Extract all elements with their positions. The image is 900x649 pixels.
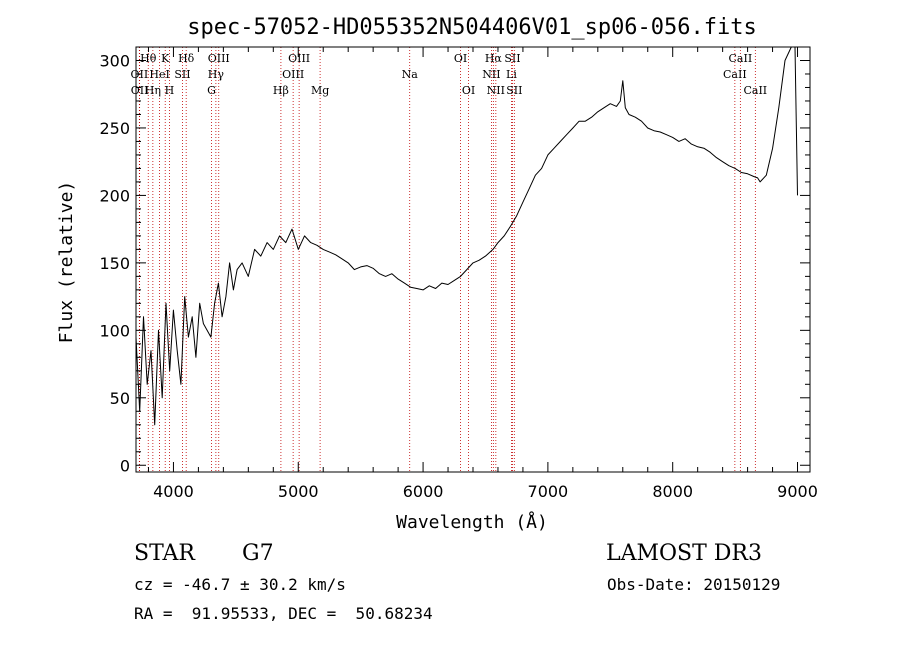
line-label: HeI [149,68,169,81]
line-label: OIII [208,52,230,65]
line-label: Li [506,68,517,81]
x-tick-label: 5000 [278,482,319,501]
line-label: SII [174,68,190,81]
line-label: NII [482,68,500,81]
plot-frame [135,46,811,473]
redshift: cz = -46.7 ± 30.2 km/s [134,575,346,594]
line-label: Na [402,68,419,81]
x-axis-label: Wavelength (Å) [396,511,548,533]
line-label: CaII [743,84,767,97]
line-label: Hβ [273,84,289,97]
line-label: NII [487,84,505,97]
subclass: G7 [242,541,274,566]
y-tick-label: 0 [120,456,130,475]
line-label: OI [454,52,467,65]
line-label: OIII [288,52,310,65]
x-tick-label: 4000 [153,482,194,501]
line-label: H [165,84,175,97]
line-label: OII [131,84,149,97]
coordinates: RA = 91.95533, DEC = 50.68234 [134,604,433,623]
line-label: Mg [311,84,329,97]
y-tick-label: 250 [99,119,130,138]
line-label: G [207,84,216,97]
line-label: SII [504,52,520,65]
line-label: Hγ [208,68,225,81]
y-tick-label: 150 [99,254,130,273]
x-tick-label: 6000 [403,482,444,501]
y-axis-label: Flux (relative) [56,181,77,344]
line-label: Hδ [178,52,195,65]
survey-name: LAMOST DR3 [606,541,762,566]
line-label: OI [462,84,475,97]
y-tick-label: 300 [99,51,130,70]
line-label: Hα [485,52,503,65]
x-tick-label: 7000 [528,482,569,501]
x-tick-label: 9000 [777,482,818,501]
line-label: Hθ [140,52,157,65]
line-label: CaII [729,52,753,65]
series-line-0 [135,46,798,426]
line-label: CaII [723,68,747,81]
y-tick-label: 200 [99,186,130,205]
y-tick-label: 100 [99,321,130,340]
axes: 4000 5000 6000 7000 8000 9000 0 50 100 150 200 250 3… [99,47,818,501]
line-label: Hη [145,84,161,97]
x-tick-label: 8000 [652,482,693,501]
chart-title: spec-57052-HD055352N504406V01_sp06-056.f… [187,15,757,40]
line-label: SII [506,84,522,97]
line-label: K [161,52,170,65]
series-layer [135,46,798,426]
object-class: STAR [134,541,195,566]
obs-date: Obs-Date: 20150129 [607,575,781,594]
line-label: OIII [282,68,304,81]
y-tick-label: 50 [110,389,130,408]
